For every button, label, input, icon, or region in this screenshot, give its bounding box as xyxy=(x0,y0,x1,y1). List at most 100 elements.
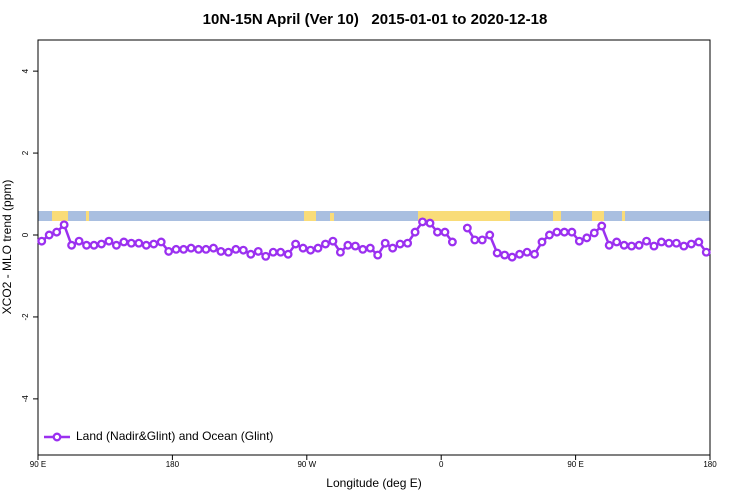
point xyxy=(149,239,159,249)
land-patch xyxy=(330,213,334,221)
point xyxy=(634,240,644,250)
point xyxy=(97,239,106,249)
land-patch xyxy=(622,211,625,221)
y-tick-label: 0 xyxy=(21,232,30,237)
point xyxy=(701,247,711,257)
point xyxy=(298,243,308,253)
x-tick-label: 180 xyxy=(166,460,180,469)
land-patch xyxy=(592,211,604,221)
chart-title: 10N-15N April (Ver 10) 2015-01-01 to 202… xyxy=(203,11,548,28)
point xyxy=(589,228,599,238)
point xyxy=(261,251,271,261)
point xyxy=(522,247,532,257)
point xyxy=(485,230,495,240)
point xyxy=(82,240,91,250)
point xyxy=(440,227,450,237)
land-patch xyxy=(52,211,68,221)
point xyxy=(619,240,629,250)
y-axis-label: XCO2 - MLO trend (ppm) xyxy=(0,180,14,315)
land-patch xyxy=(304,211,316,221)
point xyxy=(477,235,487,245)
point xyxy=(119,237,129,247)
y-tick-label: 2 xyxy=(21,150,30,155)
y-tick-label: -4 xyxy=(21,395,30,403)
point xyxy=(694,237,704,247)
point xyxy=(216,246,226,256)
land-mask-band xyxy=(38,211,710,221)
point xyxy=(552,227,562,237)
x-tick-label: 90 W xyxy=(297,460,316,469)
point xyxy=(89,240,99,250)
point xyxy=(194,244,203,254)
point xyxy=(134,238,144,248)
land-patch xyxy=(418,211,510,221)
point xyxy=(283,249,293,259)
point xyxy=(238,245,248,255)
point xyxy=(223,247,233,257)
point xyxy=(597,221,607,231)
point xyxy=(410,227,420,237)
point xyxy=(425,218,435,228)
point xyxy=(604,240,614,250)
point xyxy=(642,236,651,246)
point xyxy=(418,217,427,227)
point xyxy=(313,243,323,253)
x-tick-label: 90 E xyxy=(567,460,583,469)
point xyxy=(209,243,218,253)
point xyxy=(373,250,383,260)
point xyxy=(186,243,196,253)
point xyxy=(164,246,174,256)
point xyxy=(335,247,345,257)
point xyxy=(365,243,375,253)
point xyxy=(671,238,681,248)
point xyxy=(111,240,121,250)
point xyxy=(403,238,413,248)
x-tick-label: 0 xyxy=(439,460,444,469)
point xyxy=(276,247,286,257)
series-line xyxy=(40,220,708,259)
point xyxy=(201,244,211,254)
point xyxy=(268,247,278,257)
point xyxy=(350,241,360,251)
y-tick-label: 4 xyxy=(21,68,30,73)
point xyxy=(664,238,674,248)
point xyxy=(657,237,666,247)
land-patch xyxy=(553,211,561,221)
point xyxy=(492,248,502,258)
point xyxy=(126,238,136,248)
point xyxy=(179,244,189,254)
x-tick-label: 90 E xyxy=(30,460,46,469)
point xyxy=(515,249,525,259)
point xyxy=(470,235,480,245)
point xyxy=(156,237,166,247)
point xyxy=(530,249,539,259)
point xyxy=(291,239,301,249)
point xyxy=(141,240,151,250)
point xyxy=(306,245,315,255)
point xyxy=(343,240,353,250)
point xyxy=(507,252,517,262)
point xyxy=(545,230,554,240)
point xyxy=(395,239,405,249)
point xyxy=(253,246,263,256)
point xyxy=(44,230,54,240)
point xyxy=(649,241,659,251)
point xyxy=(537,237,547,247)
point xyxy=(171,244,181,254)
point xyxy=(582,233,592,243)
legend-marker xyxy=(52,432,62,442)
x-tick-label: 180 xyxy=(703,460,717,469)
legend-label: Land (Nadir&Glint) and Ocean (Glint) xyxy=(76,429,273,443)
point xyxy=(447,237,457,247)
point xyxy=(358,244,368,254)
point xyxy=(67,240,77,250)
point xyxy=(37,236,47,246)
point xyxy=(59,220,69,230)
point xyxy=(567,227,577,237)
point xyxy=(246,249,256,259)
ocean-band xyxy=(38,211,710,221)
point xyxy=(627,241,637,251)
point xyxy=(231,244,241,254)
point xyxy=(679,241,689,251)
